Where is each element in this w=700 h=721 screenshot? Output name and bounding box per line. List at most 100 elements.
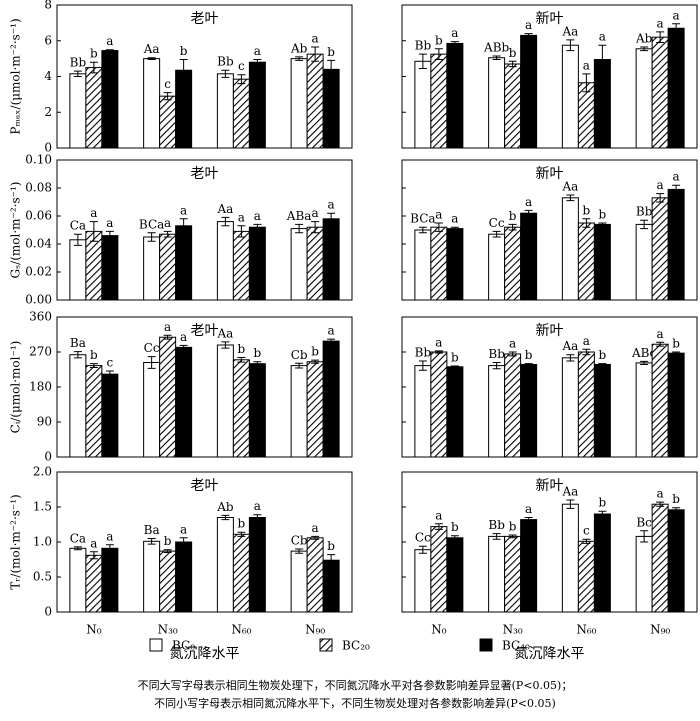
footnote: 不同大写字母表示相同生物炭处理下，不同氮沉降水平对各参数影响差异显著(P<0.0… xyxy=(138,678,573,692)
significance-letter: b xyxy=(672,337,680,351)
error-bar xyxy=(524,517,533,523)
error-bar xyxy=(147,538,156,545)
y-tick-label: 0 xyxy=(44,605,52,619)
significance-letter: BCa xyxy=(410,212,435,226)
significance-letter: a xyxy=(106,529,113,543)
bar xyxy=(69,239,87,301)
x-axis-label: 氮沉降水平 xyxy=(170,646,240,662)
significance-letter: Ab xyxy=(290,41,308,55)
bar xyxy=(306,226,324,301)
significance-letter: a xyxy=(525,18,532,32)
bar xyxy=(446,366,464,458)
error-bar xyxy=(672,23,681,34)
significance-letter: Ab xyxy=(635,32,653,46)
error-bar xyxy=(147,356,156,369)
error-bar xyxy=(311,359,320,364)
significance-letter: b xyxy=(509,46,517,60)
bar xyxy=(446,42,464,149)
x-axis-label: 氮沉降水平 xyxy=(515,646,585,662)
bar xyxy=(504,353,522,458)
error-bar xyxy=(566,194,575,202)
y-tick-label: 0 xyxy=(44,141,52,155)
significance-letter: a xyxy=(164,216,171,230)
y-tick-label: 4 xyxy=(44,69,52,83)
bar xyxy=(520,212,538,301)
error-bar xyxy=(327,338,336,344)
error-bar xyxy=(237,531,246,537)
bar xyxy=(101,547,119,613)
error-bar xyxy=(582,538,591,544)
significance-letter: Cb xyxy=(291,534,308,548)
bar xyxy=(504,535,522,613)
y-tick-label: 0.06 xyxy=(25,209,52,223)
significance-letter: Bc xyxy=(636,515,652,529)
y-tick-label: 1.0 xyxy=(33,535,52,549)
significance-letter: a xyxy=(435,335,442,349)
error-bar xyxy=(640,360,649,365)
significance-letter: a xyxy=(254,499,261,513)
significance-letter: Aa xyxy=(216,202,233,216)
error-bar xyxy=(450,41,459,46)
error-bar xyxy=(418,360,427,371)
significance-letter: a xyxy=(525,502,532,516)
error-bar xyxy=(598,363,607,366)
significance-letter: a xyxy=(328,324,335,338)
error-bar xyxy=(237,74,246,85)
y-tick-label: 0.08 xyxy=(25,181,52,195)
bar xyxy=(446,228,464,301)
bar xyxy=(69,354,87,458)
error-bar xyxy=(221,69,230,78)
bar xyxy=(430,526,448,613)
error-bar xyxy=(311,46,320,62)
bar xyxy=(159,336,177,458)
error-bar xyxy=(105,544,114,553)
bar xyxy=(175,69,193,149)
y-tick-label: 270 xyxy=(29,345,52,359)
y-axis-label: Tᵣ/(mol·m⁻²·s⁻¹) xyxy=(9,494,23,589)
bar xyxy=(290,550,308,613)
error-bar xyxy=(179,537,188,547)
significance-letter: Aa xyxy=(561,485,578,499)
y-tick-label: 0 xyxy=(44,450,52,464)
bar xyxy=(577,82,595,149)
error-bar xyxy=(327,554,336,567)
panel-title: 新叶 xyxy=(536,323,564,339)
bar xyxy=(175,225,193,301)
error-bar xyxy=(598,222,607,227)
y-tick-label: 0.04 xyxy=(25,237,52,251)
bar xyxy=(232,78,250,149)
y-axis-label: Pₘₐₓ/(μmol·m⁻²·s⁻¹) xyxy=(9,18,23,134)
bar xyxy=(667,509,685,613)
bar xyxy=(430,226,448,301)
bar xyxy=(290,365,308,458)
bar xyxy=(143,362,161,458)
bar xyxy=(651,343,669,458)
bar xyxy=(651,197,669,301)
error-bar xyxy=(221,514,230,521)
bar xyxy=(248,61,266,149)
bar xyxy=(85,67,103,149)
y-tick-label: 8 xyxy=(44,0,52,12)
significance-letter: a xyxy=(312,206,319,220)
bar xyxy=(667,188,685,301)
error-bar xyxy=(418,53,427,69)
significance-letter: a xyxy=(673,8,680,22)
panel-title: 新叶 xyxy=(536,166,564,182)
error-bar xyxy=(105,49,114,52)
error-bar xyxy=(418,226,427,234)
bar xyxy=(175,541,193,613)
bar xyxy=(430,53,448,149)
legend-label: BC₀ xyxy=(172,639,195,653)
y-tick-label: 0.10 xyxy=(25,153,52,167)
error-bar xyxy=(163,334,172,340)
bar xyxy=(593,223,611,301)
error-bar xyxy=(492,230,501,238)
bar xyxy=(593,513,611,613)
significance-letter: b xyxy=(599,496,607,510)
bar xyxy=(520,34,538,149)
significance-letter: a xyxy=(328,198,335,212)
significance-letter: a xyxy=(312,521,319,535)
bar xyxy=(577,222,595,301)
